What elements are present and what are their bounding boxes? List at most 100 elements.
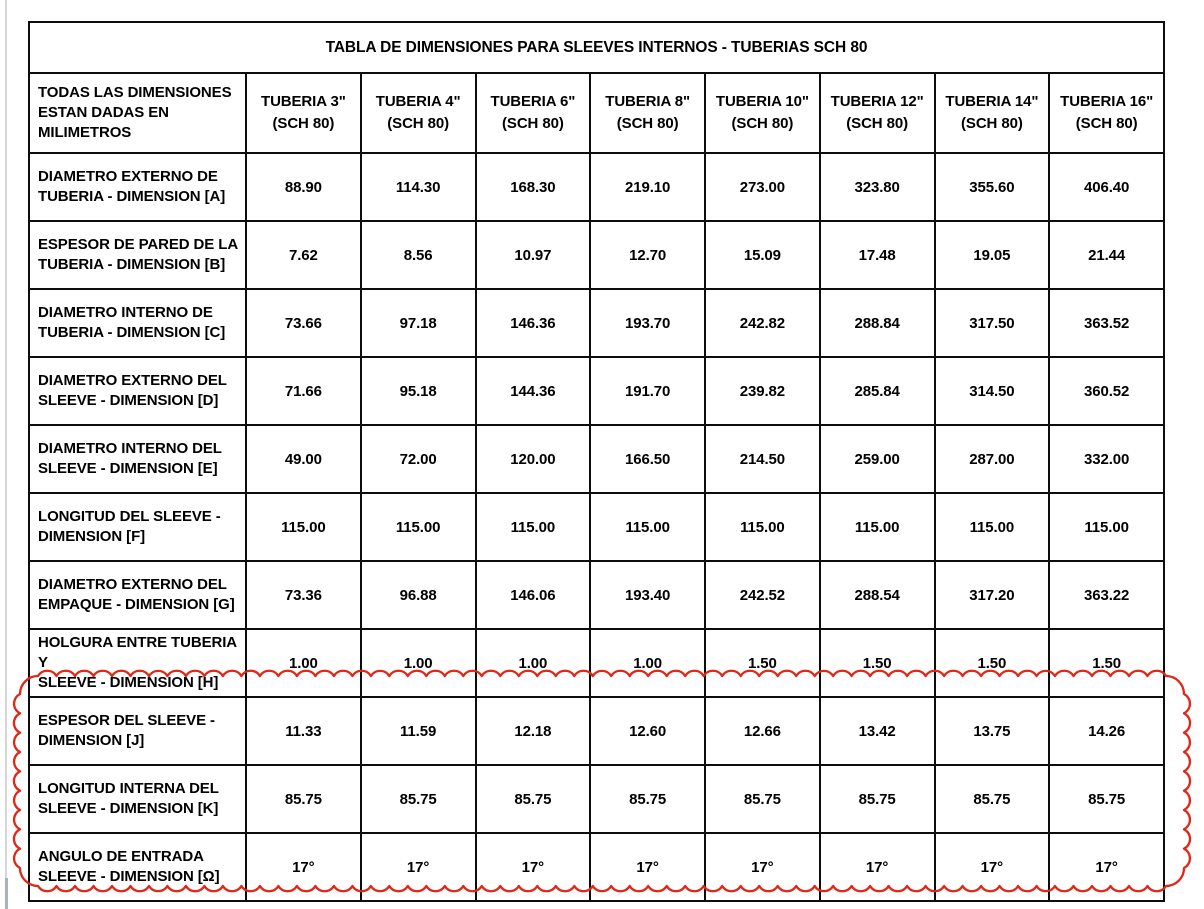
- value-cell: 49.00: [245, 424, 362, 494]
- row-label: ANGULO DE ENTRADA SLEEVE - DIMENSION [Ω]: [28, 832, 247, 902]
- table-row: DIAMETRO INTERNO DE TUBERIA - DIMENSION …: [28, 288, 1165, 358]
- value-cell: 1.00: [589, 628, 706, 698]
- table-title: TABLA DE DIMENSIONES PARA SLEEVES INTERN…: [28, 21, 1165, 74]
- value-cell: 85.75: [474, 764, 592, 834]
- column-header-tuberia-2: TUBERIA 6" (SCH 80): [474, 72, 592, 154]
- value-cell: 17°: [933, 832, 1051, 902]
- row-label: DIAMETRO EXTERNO DEL SLEEVE - DIMENSION …: [28, 356, 247, 426]
- value-cell: 273.00: [704, 152, 821, 222]
- value-cell: 97.18: [359, 288, 477, 358]
- value-cell: 17.48: [818, 220, 936, 290]
- value-cell: 17°: [818, 832, 936, 902]
- value-cell: 85.75: [589, 764, 706, 834]
- value-cell: 332.00: [1048, 424, 1165, 494]
- value-cell: 239.82: [704, 356, 821, 426]
- value-cell: 11.33: [245, 696, 362, 766]
- row-label: ESPESOR DE PARED DE LA TUBERIA - DIMENSI…: [28, 220, 247, 290]
- value-cell: 287.00: [933, 424, 1051, 494]
- value-cell: 406.40: [1048, 152, 1165, 222]
- value-cell: 95.18: [359, 356, 477, 426]
- value-cell: 1.00: [245, 628, 362, 698]
- value-cell: 73.36: [245, 560, 362, 630]
- row-label: LONGITUD DEL SLEEVE - DIMENSION [F]: [28, 492, 247, 562]
- value-cell: 8.56: [359, 220, 477, 290]
- value-cell: 115.00: [589, 492, 706, 562]
- value-cell: 114.30: [359, 152, 477, 222]
- column-header-tuberia-5: TUBERIA 12" (SCH 80): [818, 72, 936, 154]
- value-cell: 1.50: [704, 628, 821, 698]
- table-row: DIAMETRO EXTERNO DE TUBERIA - DIMENSION …: [28, 152, 1165, 222]
- value-cell: 1.50: [818, 628, 936, 698]
- value-cell: 259.00: [818, 424, 936, 494]
- row-label: DIAMETRO EXTERNO DEL EMPAQUE - DIMENSION…: [28, 560, 247, 630]
- value-cell: 21.44: [1048, 220, 1165, 290]
- dimensions-table: TABLA DE DIMENSIONES PARA SLEEVES INTERN…: [28, 21, 1165, 902]
- row-label: DIAMETRO EXTERNO DE TUBERIA - DIMENSION …: [28, 152, 247, 222]
- value-cell: 88.90: [245, 152, 362, 222]
- value-cell: 166.50: [589, 424, 706, 494]
- value-cell: 168.30: [474, 152, 592, 222]
- value-cell: 1.50: [1048, 628, 1165, 698]
- table-row: LONGITUD DEL SLEEVE - DIMENSION [F] 115.0…: [28, 492, 1165, 562]
- row-label: DIAMETRO INTERNO DE TUBERIA - DIMENSION …: [28, 288, 247, 358]
- value-cell: 72.00: [359, 424, 477, 494]
- table-row: HOLGURA ENTRE TUBERIA Y SLEEVE - DIMENSI…: [28, 628, 1165, 698]
- value-cell: 115.00: [474, 492, 592, 562]
- value-cell: 12.60: [589, 696, 706, 766]
- value-cell: 314.50: [933, 356, 1051, 426]
- table-row: ESPESOR DE PARED DE LA TUBERIA - DIMENSI…: [28, 220, 1165, 290]
- value-cell: 14.26: [1048, 696, 1165, 766]
- value-cell: 219.10: [589, 152, 706, 222]
- value-cell: 363.22: [1048, 560, 1165, 630]
- value-cell: 115.00: [359, 492, 477, 562]
- value-cell: 115.00: [933, 492, 1051, 562]
- value-cell: 360.52: [1048, 356, 1165, 426]
- value-cell: 12.70: [589, 220, 706, 290]
- table-row: ANGULO DE ENTRADA SLEEVE - DIMENSION [Ω]…: [28, 832, 1165, 902]
- value-cell: 12.66: [704, 696, 821, 766]
- row-label: HOLGURA ENTRE TUBERIA Y SLEEVE - DIMENSI…: [28, 628, 247, 698]
- row-label: DIAMETRO INTERNO DEL SLEEVE - DIMENSION …: [28, 424, 247, 494]
- value-cell: 17°: [245, 832, 362, 902]
- value-cell: 85.75: [245, 764, 362, 834]
- row-label: LONGITUD INTERNA DEL SLEEVE - DIMENSION …: [28, 764, 247, 834]
- column-header-tuberia-3: TUBERIA 8" (SCH 80): [589, 72, 706, 154]
- page-edge-line: [5, 0, 7, 878]
- column-header-tuberia-6: TUBERIA 14" (SCH 80): [933, 72, 1051, 154]
- column-header-tuberia-0: TUBERIA 3" (SCH 80): [245, 72, 362, 154]
- value-cell: 191.70: [589, 356, 706, 426]
- value-cell: 363.52: [1048, 288, 1165, 358]
- value-cell: 11.59: [359, 696, 477, 766]
- value-cell: 115.00: [704, 492, 821, 562]
- value-cell: 1.50: [933, 628, 1051, 698]
- column-header-tuberia-7: TUBERIA 16" (SCH 80): [1048, 72, 1165, 154]
- header-row: TODAS LAS DIMENSIONES ESTAN DADAS EN MIL…: [28, 72, 1165, 154]
- value-cell: 146.06: [474, 560, 592, 630]
- value-cell: 17°: [359, 832, 477, 902]
- corner-header: TODAS LAS DIMENSIONES ESTAN DADAS EN MIL…: [28, 72, 247, 154]
- table-row: DIAMETRO EXTERNO DEL SLEEVE - DIMENSION …: [28, 356, 1165, 426]
- value-cell: 146.36: [474, 288, 592, 358]
- table-row: DIAMETRO INTERNO DEL SLEEVE - DIMENSION …: [28, 424, 1165, 494]
- value-cell: 144.36: [474, 356, 592, 426]
- value-cell: 323.80: [818, 152, 936, 222]
- value-cell: 85.75: [359, 764, 477, 834]
- value-cell: 115.00: [818, 492, 936, 562]
- value-cell: 285.84: [818, 356, 936, 426]
- value-cell: 10.97: [474, 220, 592, 290]
- value-cell: 355.60: [933, 152, 1051, 222]
- title-row: TABLA DE DIMENSIONES PARA SLEEVES INTERN…: [28, 21, 1165, 74]
- value-cell: 193.70: [589, 288, 706, 358]
- value-cell: 96.88: [359, 560, 477, 630]
- value-cell: 242.82: [704, 288, 821, 358]
- value-cell: 115.00: [245, 492, 362, 562]
- value-cell: 17°: [1048, 832, 1165, 902]
- value-cell: 115.00: [1048, 492, 1165, 562]
- value-cell: 317.20: [933, 560, 1051, 630]
- value-cell: 15.09: [704, 220, 821, 290]
- value-cell: 288.84: [818, 288, 936, 358]
- value-cell: 85.75: [1048, 764, 1165, 834]
- value-cell: 85.75: [933, 764, 1051, 834]
- value-cell: 242.52: [704, 560, 821, 630]
